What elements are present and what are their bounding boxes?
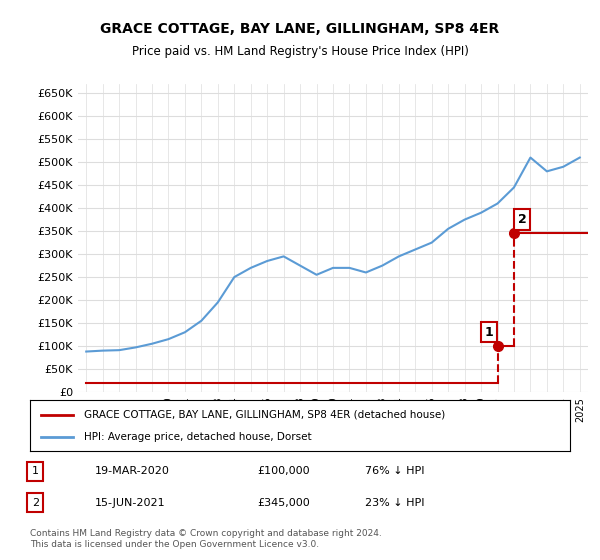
Text: Contains HM Land Registry data © Crown copyright and database right 2024.
This d: Contains HM Land Registry data © Crown c… xyxy=(30,529,382,549)
Text: 2: 2 xyxy=(32,498,39,507)
Text: 19-MAR-2020: 19-MAR-2020 xyxy=(95,466,170,476)
Text: 76% ↓ HPI: 76% ↓ HPI xyxy=(365,466,424,476)
Text: GRACE COTTAGE, BAY LANE, GILLINGHAM, SP8 4ER (detached house): GRACE COTTAGE, BAY LANE, GILLINGHAM, SP8… xyxy=(84,409,445,419)
Text: 15-JUN-2021: 15-JUN-2021 xyxy=(95,498,166,507)
Text: Price paid vs. HM Land Registry's House Price Index (HPI): Price paid vs. HM Land Registry's House … xyxy=(131,45,469,58)
Text: HPI: Average price, detached house, Dorset: HPI: Average price, detached house, Dors… xyxy=(84,432,311,442)
Text: 23% ↓ HPI: 23% ↓ HPI xyxy=(365,498,424,507)
Text: 1: 1 xyxy=(32,466,39,476)
Text: £100,000: £100,000 xyxy=(257,466,310,476)
Text: 1: 1 xyxy=(485,326,494,339)
Text: 2: 2 xyxy=(518,213,527,226)
Text: GRACE COTTAGE, BAY LANE, GILLINGHAM, SP8 4ER: GRACE COTTAGE, BAY LANE, GILLINGHAM, SP8… xyxy=(100,22,500,36)
Text: £345,000: £345,000 xyxy=(257,498,310,507)
